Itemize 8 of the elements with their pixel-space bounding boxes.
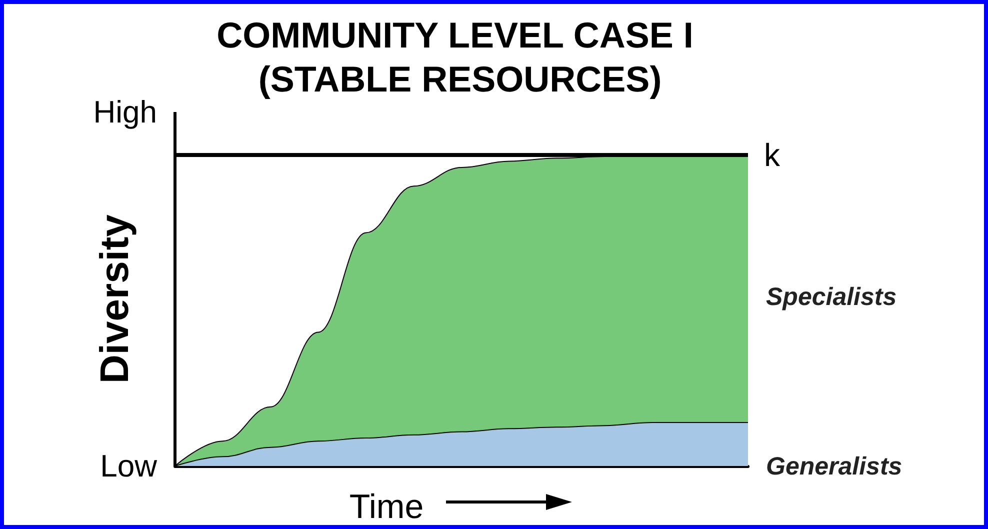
ref-line-label: k bbox=[764, 137, 781, 173]
text: Low bbox=[100, 448, 158, 484]
chart-title: COMMUNITY LEVEL CASE I (STABLE RESOURCES) bbox=[216, 14, 704, 100]
series-label: Specialists bbox=[766, 283, 897, 312]
text: High bbox=[93, 94, 157, 130]
y-axis-title: Diversity bbox=[93, 214, 137, 384]
x-axis-title: Time bbox=[349, 488, 424, 526]
series-label: Generalists bbox=[766, 452, 902, 481]
